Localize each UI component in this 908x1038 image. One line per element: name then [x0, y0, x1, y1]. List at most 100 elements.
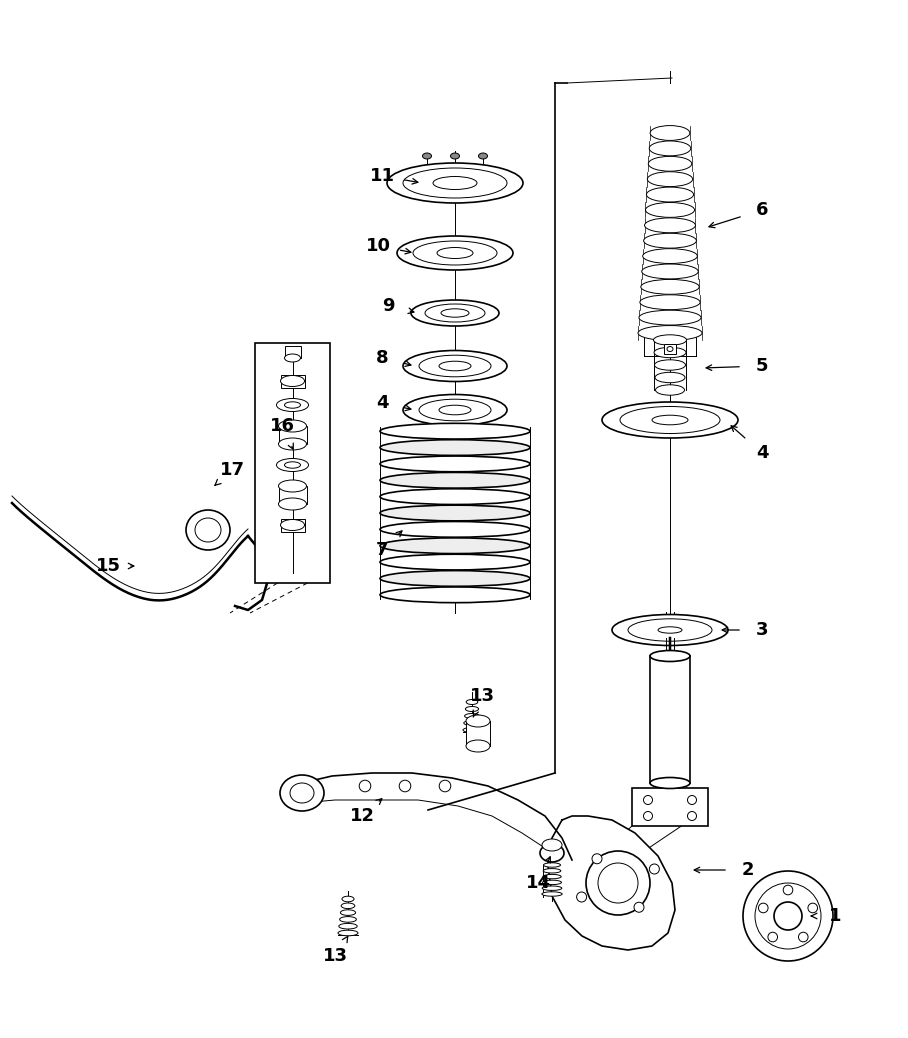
- Ellipse shape: [652, 415, 688, 425]
- Ellipse shape: [341, 903, 355, 908]
- Bar: [255, 343, 330, 583]
- Ellipse shape: [774, 902, 802, 930]
- Circle shape: [784, 885, 793, 895]
- Text: 11: 11: [370, 167, 394, 185]
- Ellipse shape: [380, 554, 530, 570]
- Ellipse shape: [544, 863, 560, 867]
- Ellipse shape: [419, 400, 491, 420]
- Circle shape: [768, 932, 777, 941]
- Ellipse shape: [639, 310, 701, 325]
- Ellipse shape: [279, 480, 307, 492]
- Ellipse shape: [465, 713, 479, 718]
- Bar: [279, 486, 307, 504]
- Bar: [650, 656, 690, 783]
- Ellipse shape: [650, 126, 690, 140]
- Circle shape: [577, 892, 587, 902]
- Ellipse shape: [644, 234, 696, 248]
- Ellipse shape: [658, 627, 682, 633]
- Ellipse shape: [342, 896, 354, 902]
- Ellipse shape: [339, 924, 357, 929]
- Text: 7: 7: [376, 541, 389, 559]
- Ellipse shape: [338, 930, 358, 936]
- Bar: [279, 426, 307, 444]
- Ellipse shape: [641, 279, 699, 295]
- Ellipse shape: [403, 351, 507, 382]
- Ellipse shape: [433, 176, 477, 190]
- Ellipse shape: [602, 402, 738, 438]
- Ellipse shape: [279, 420, 307, 432]
- Ellipse shape: [186, 510, 230, 550]
- Ellipse shape: [425, 304, 485, 322]
- Ellipse shape: [290, 783, 314, 803]
- Ellipse shape: [380, 440, 530, 456]
- Ellipse shape: [380, 424, 530, 439]
- Text: 10: 10: [366, 237, 390, 255]
- Text: 13: 13: [469, 687, 495, 705]
- Ellipse shape: [281, 376, 304, 386]
- Ellipse shape: [638, 326, 702, 340]
- Bar: [466, 721, 490, 746]
- Ellipse shape: [281, 519, 304, 530]
- Ellipse shape: [654, 348, 686, 358]
- Ellipse shape: [586, 851, 650, 916]
- Circle shape: [634, 902, 644, 912]
- Circle shape: [644, 795, 653, 804]
- Text: 12: 12: [350, 807, 374, 825]
- Ellipse shape: [437, 247, 473, 258]
- Ellipse shape: [650, 651, 690, 661]
- Circle shape: [808, 903, 817, 912]
- Text: 4: 4: [755, 444, 768, 462]
- Ellipse shape: [380, 489, 530, 504]
- Ellipse shape: [380, 456, 530, 471]
- Bar: [664, 344, 676, 354]
- Ellipse shape: [655, 360, 686, 371]
- Ellipse shape: [755, 883, 821, 949]
- Ellipse shape: [277, 459, 309, 471]
- Ellipse shape: [380, 506, 530, 521]
- Ellipse shape: [650, 777, 690, 789]
- Ellipse shape: [649, 141, 691, 156]
- Ellipse shape: [543, 869, 561, 873]
- Ellipse shape: [620, 407, 720, 434]
- Ellipse shape: [441, 308, 469, 318]
- Ellipse shape: [667, 347, 673, 352]
- Text: 3: 3: [755, 621, 768, 639]
- Text: 5: 5: [755, 357, 768, 375]
- Ellipse shape: [656, 385, 685, 395]
- Text: 14: 14: [526, 874, 550, 892]
- Bar: [284, 346, 301, 358]
- Text: 15: 15: [95, 557, 121, 575]
- Ellipse shape: [646, 187, 694, 202]
- Ellipse shape: [542, 892, 562, 896]
- Ellipse shape: [280, 775, 324, 811]
- Text: 8: 8: [376, 349, 389, 367]
- Bar: [281, 375, 304, 387]
- Ellipse shape: [413, 241, 497, 265]
- Text: 13: 13: [322, 947, 348, 965]
- Ellipse shape: [380, 538, 530, 553]
- Circle shape: [592, 853, 602, 864]
- Bar: [281, 519, 304, 531]
- Ellipse shape: [543, 874, 561, 879]
- Ellipse shape: [655, 373, 685, 383]
- Ellipse shape: [647, 171, 693, 187]
- Ellipse shape: [466, 700, 478, 705]
- Ellipse shape: [340, 909, 356, 916]
- Ellipse shape: [380, 472, 530, 488]
- Ellipse shape: [646, 202, 695, 217]
- Ellipse shape: [403, 168, 507, 198]
- Ellipse shape: [380, 521, 530, 538]
- Ellipse shape: [450, 153, 459, 159]
- Ellipse shape: [463, 728, 481, 733]
- Ellipse shape: [422, 153, 431, 159]
- Ellipse shape: [403, 394, 507, 426]
- Circle shape: [360, 781, 370, 792]
- Ellipse shape: [340, 917, 357, 922]
- Ellipse shape: [542, 839, 562, 851]
- Ellipse shape: [642, 264, 698, 279]
- Circle shape: [644, 812, 653, 820]
- Ellipse shape: [540, 844, 564, 862]
- Ellipse shape: [439, 405, 471, 415]
- Ellipse shape: [612, 614, 728, 646]
- Circle shape: [798, 932, 808, 941]
